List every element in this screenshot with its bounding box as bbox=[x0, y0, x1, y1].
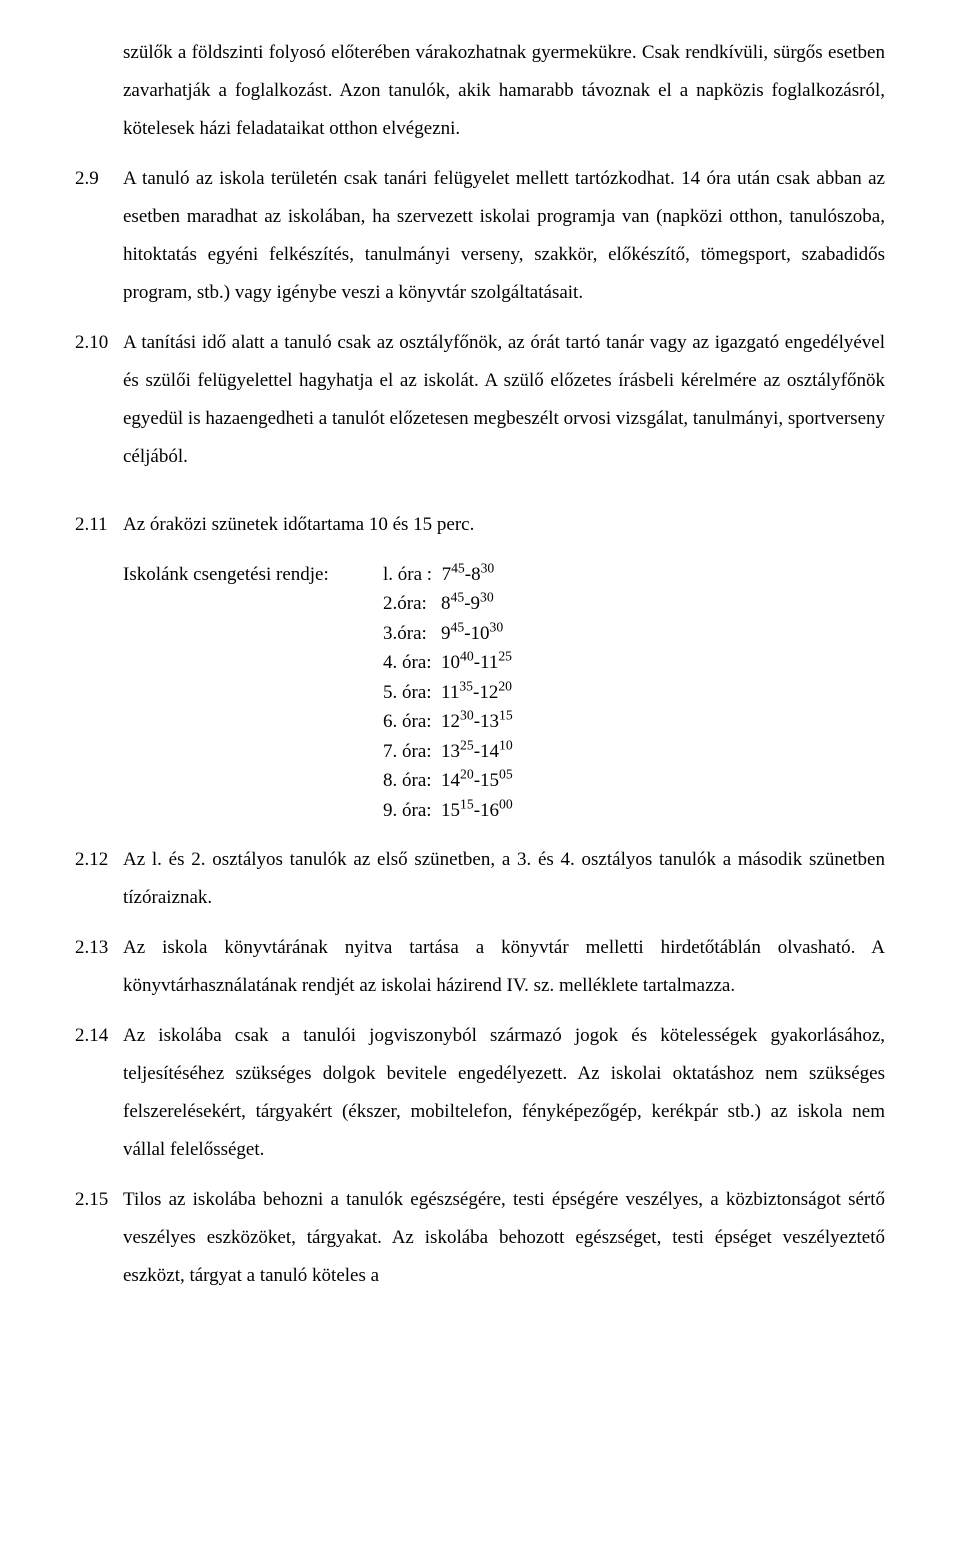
sched-from: 15 bbox=[441, 800, 460, 821]
schedule-line: 6. óra: 1230-1315 bbox=[383, 707, 885, 736]
schedule-line: l. óra : 745-830 bbox=[383, 560, 885, 589]
sched-from-sup: 45 bbox=[451, 590, 465, 605]
sched-from: 11 bbox=[441, 682, 459, 703]
bell-schedule: Iskolánk csengetési rendje: l. óra : 745… bbox=[75, 556, 885, 825]
list-item-2-12: 2.12 Az l. és 2. osztályos tanulók az el… bbox=[75, 841, 885, 917]
sched-to-sup: 30 bbox=[480, 590, 494, 605]
list-item-2-13: 2.13 Az iskola könyvtárának nyitva tartá… bbox=[75, 929, 885, 1005]
sched-to: 10 bbox=[471, 623, 490, 644]
sched-from-sup: 20 bbox=[460, 767, 474, 782]
sched-to: 9 bbox=[471, 593, 481, 614]
sched-from: 14 bbox=[441, 770, 460, 791]
sched-from-sup: 45 bbox=[451, 620, 465, 635]
sched-from: 8 bbox=[441, 593, 451, 614]
item-number: 2.12 bbox=[75, 841, 123, 917]
sched-to: 11 bbox=[480, 652, 498, 673]
sched-to: 8 bbox=[471, 564, 481, 585]
sched-from: 12 bbox=[441, 711, 460, 732]
sched-to: 12 bbox=[479, 682, 498, 703]
item-number: 2.15 bbox=[75, 1181, 123, 1295]
item-number: 2.13 bbox=[75, 929, 123, 1005]
schedule-line: 7. óra: 1325-1410 bbox=[383, 737, 885, 766]
sched-from-sup: 40 bbox=[460, 649, 474, 664]
sched-to-sup: 00 bbox=[499, 796, 513, 811]
item-body: Az l. és 2. osztályos tanulók az első sz… bbox=[123, 841, 885, 917]
sched-prefix: 9. óra: bbox=[383, 800, 432, 821]
sched-from-sup: 30 bbox=[460, 708, 474, 723]
item-body: A tanuló az iskola területén csak tanári… bbox=[123, 160, 885, 312]
sched-prefix: 6. óra: bbox=[383, 711, 432, 732]
paragraph-continued: szülők a földszinti folyosó előterében v… bbox=[75, 34, 885, 148]
sched-from-sup: 25 bbox=[460, 737, 474, 752]
sched-prefix: 8. óra: bbox=[383, 770, 432, 791]
item-body: Az iskola könyvtárának nyitva tartása a … bbox=[123, 929, 885, 1005]
item-body: Az iskolába csak a tanulói jogviszonyból… bbox=[123, 1017, 885, 1169]
schedule-lines: l. óra : 745-830 2.óra: 845-930 3.óra: 9… bbox=[383, 560, 885, 825]
sched-from-sup: 45 bbox=[451, 561, 465, 576]
sched-to-sup: 10 bbox=[499, 737, 513, 752]
sched-from-sup: 35 bbox=[459, 678, 473, 693]
schedule-line: 3.óra: 945-1030 bbox=[383, 619, 885, 648]
item-body: Az óraközi szünetek időtartama 10 és 15 … bbox=[123, 506, 885, 544]
item-number: 2.11 bbox=[75, 506, 123, 544]
item-body: Tilos az iskolába behozni a tanulók egés… bbox=[123, 1181, 885, 1295]
sched-to: 14 bbox=[480, 741, 499, 762]
schedule-line: 8. óra: 1420-1505 bbox=[383, 766, 885, 795]
sched-from-sup: 15 bbox=[460, 796, 474, 811]
sched-to-sup: 25 bbox=[498, 649, 512, 664]
sched-from: 9 bbox=[441, 623, 451, 644]
item-body: A tanítási idő alatt a tanuló csak az os… bbox=[123, 324, 885, 476]
sched-to: 13 bbox=[480, 711, 499, 732]
sched-to-sup: 30 bbox=[481, 561, 495, 576]
list-item-2-11: 2.11 Az óraközi szünetek időtartama 10 é… bbox=[75, 506, 885, 544]
sched-to: 16 bbox=[480, 800, 499, 821]
sched-prefix: 4. óra: bbox=[383, 652, 432, 673]
list-item-2-10: 2.10 A tanítási idő alatt a tanuló csak … bbox=[75, 324, 885, 476]
schedule-line: 2.óra: 845-930 bbox=[383, 589, 885, 618]
item-number: 2.9 bbox=[75, 160, 123, 312]
item-number: 2.10 bbox=[75, 324, 123, 476]
sched-prefix: 7. óra: bbox=[383, 741, 432, 762]
schedule-label: Iskolánk csengetési rendje: bbox=[123, 556, 383, 594]
spacer bbox=[75, 488, 885, 506]
sched-prefix: 5. óra: bbox=[383, 682, 432, 703]
sched-from: 10 bbox=[441, 652, 460, 673]
sched-prefix: 2.óra: bbox=[383, 593, 427, 614]
sched-prefix: l. óra : bbox=[383, 564, 432, 585]
sched-to-sup: 30 bbox=[490, 620, 504, 635]
document-page: szülők a földszinti folyosó előterében v… bbox=[0, 0, 960, 1545]
schedule-row-1: Iskolánk csengetési rendje: l. óra : 745… bbox=[123, 556, 885, 825]
list-item-2-14: 2.14 Az iskolába csak a tanulói jogviszo… bbox=[75, 1017, 885, 1169]
list-item-2-9: 2.9 A tanuló az iskola területén csak ta… bbox=[75, 160, 885, 312]
item-number: 2.14 bbox=[75, 1017, 123, 1169]
sched-from: 7 bbox=[442, 564, 452, 585]
sched-to-sup: 15 bbox=[499, 708, 513, 723]
sched-prefix: 3.óra: bbox=[383, 623, 427, 644]
sched-to-sup: 20 bbox=[498, 678, 512, 693]
sched-to: 15 bbox=[480, 770, 499, 791]
schedule-line: 5. óra: 1135-1220 bbox=[383, 678, 885, 707]
schedule-line: 9. óra: 1515-1600 bbox=[383, 796, 885, 825]
list-item-2-15: 2.15 Tilos az iskolába behozni a tanulók… bbox=[75, 1181, 885, 1295]
sched-from: 13 bbox=[441, 741, 460, 762]
schedule-line: 4. óra: 1040-1125 bbox=[383, 648, 885, 677]
sched-to-sup: 05 bbox=[499, 767, 513, 782]
